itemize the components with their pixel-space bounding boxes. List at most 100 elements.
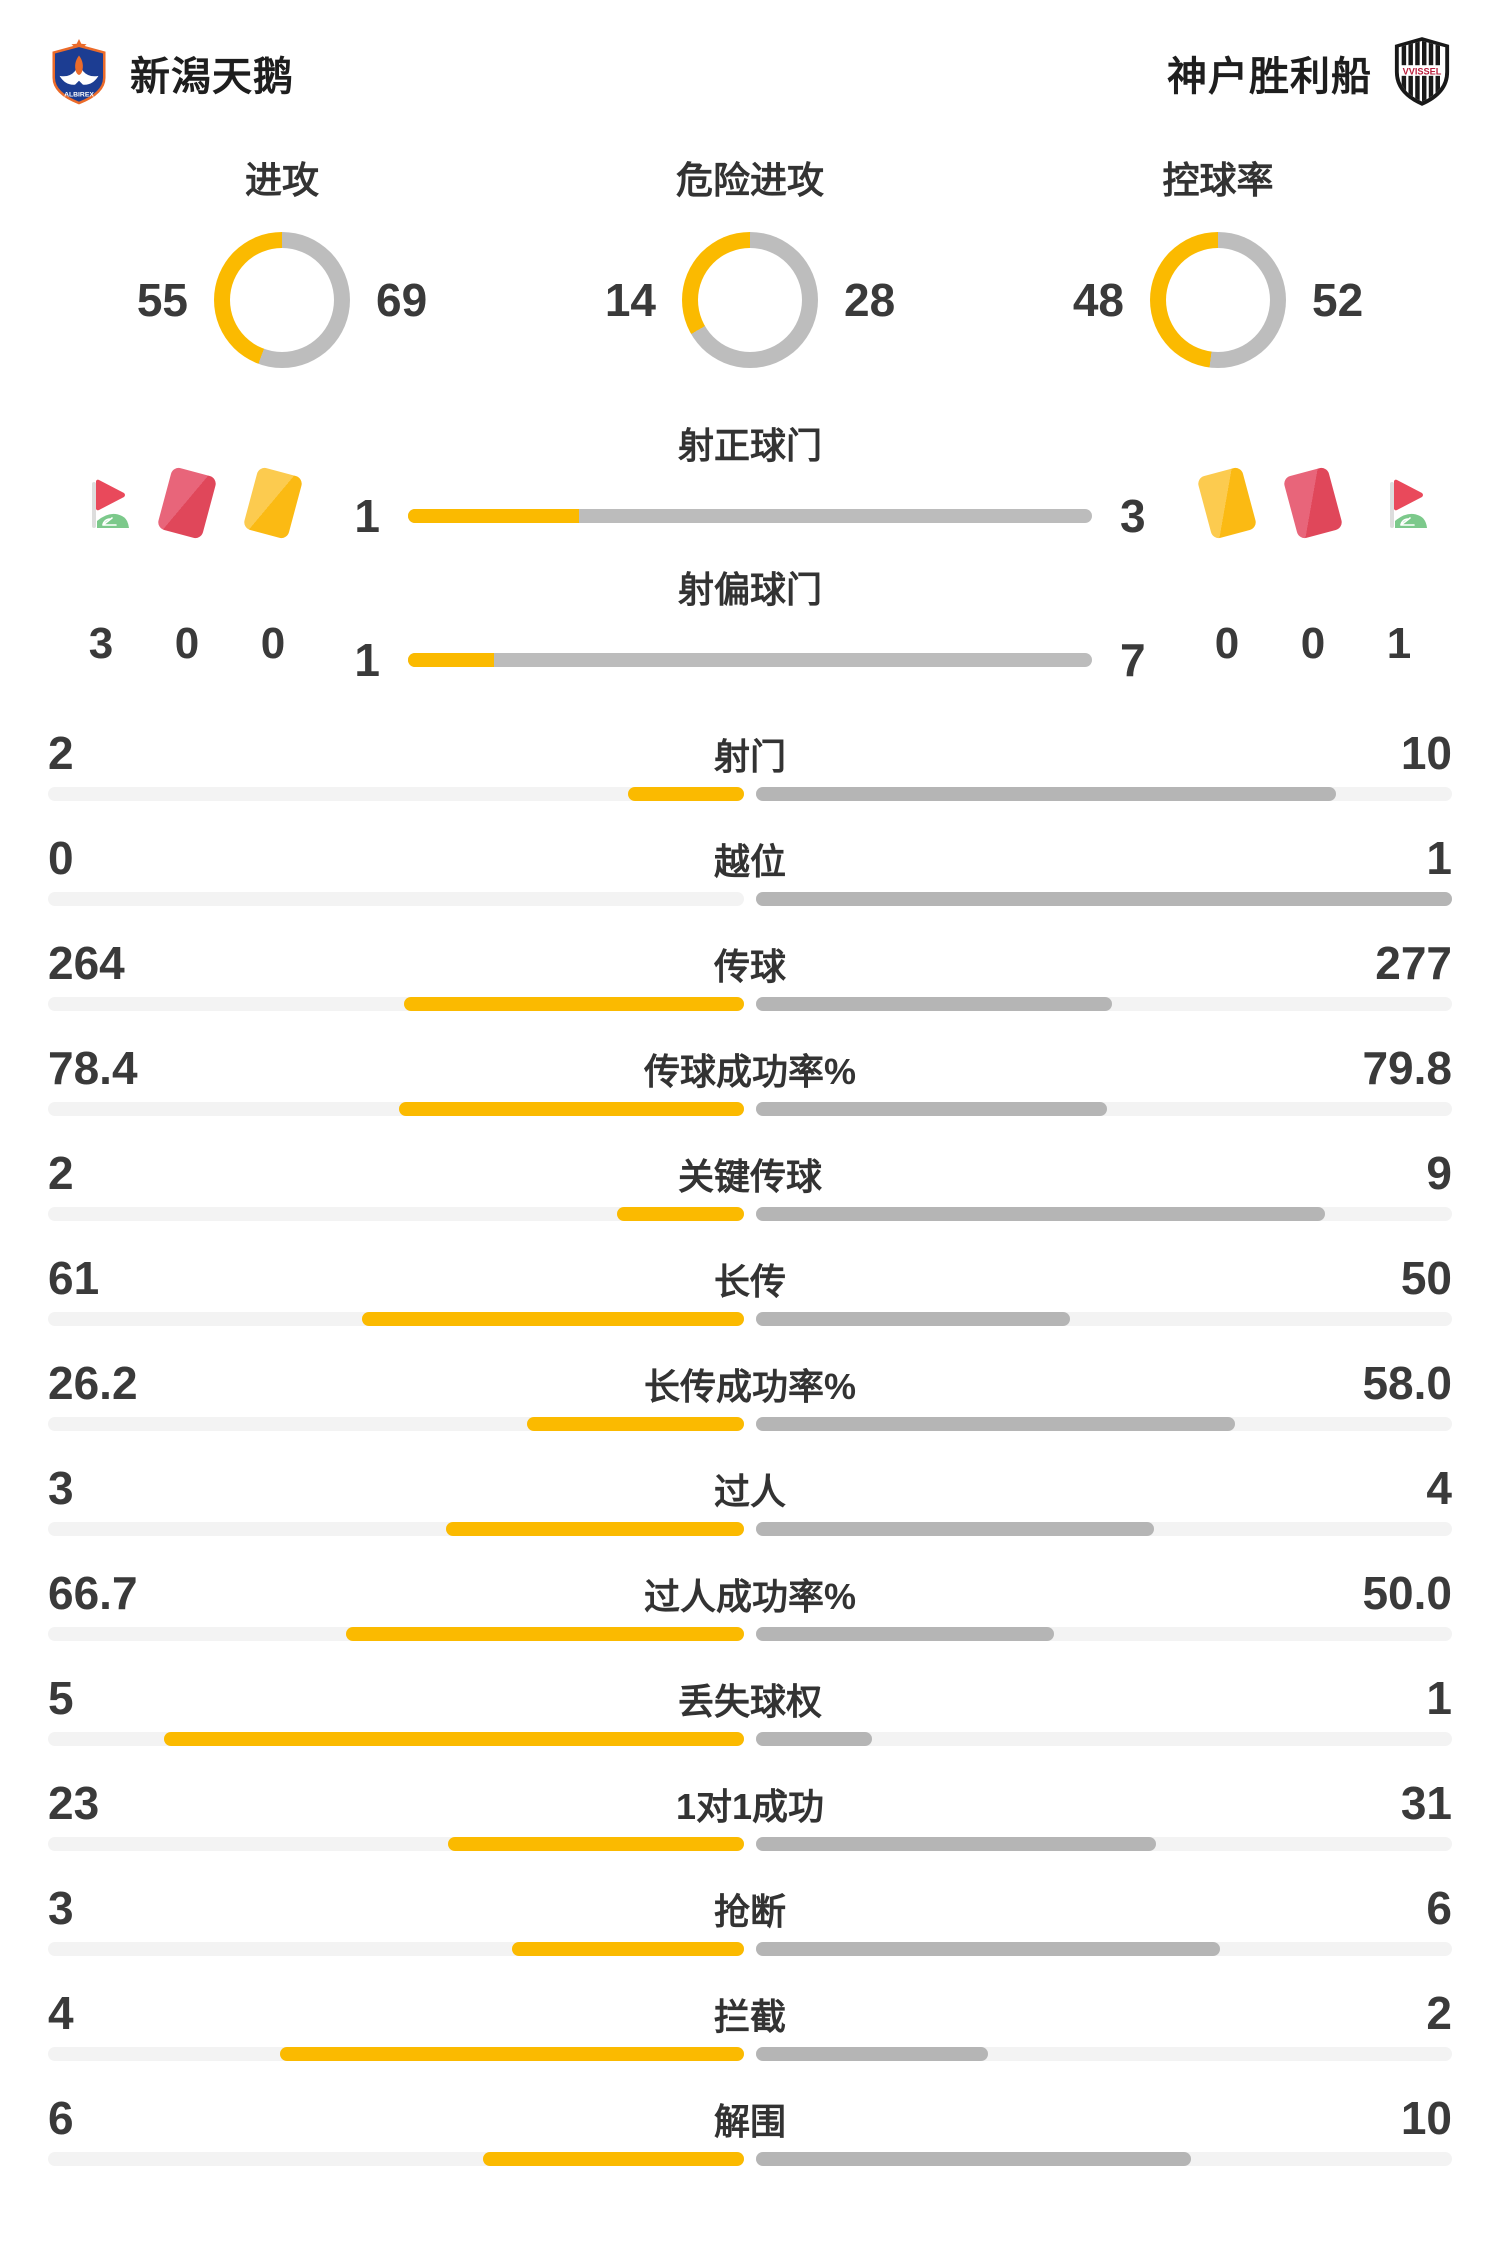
stat-away-value: 31 bbox=[1400, 1777, 1452, 1829]
stat-home-value: 6 bbox=[48, 2092, 74, 2144]
discipline-value: 3 bbox=[88, 619, 114, 668]
stat-away-value: 58.0 bbox=[1362, 1357, 1452, 1409]
stat-home-value: 26.2 bbox=[48, 1357, 138, 1409]
stat-bar-home-fill bbox=[361, 1312, 744, 1326]
stat-row-3: 264 传球 277 bbox=[48, 936, 1452, 1011]
stat-away-value: 277 bbox=[1375, 937, 1452, 989]
stat-bar-home-track bbox=[48, 1102, 744, 1116]
stat-bar-away-track bbox=[756, 1417, 1452, 1431]
stat-bar-away-fill bbox=[756, 997, 1113, 1011]
discipline-value: 0 bbox=[260, 619, 286, 668]
stat-label: 传球成功率% bbox=[643, 1051, 856, 1092]
corner-flag-icon bbox=[58, 470, 144, 536]
stat-bar-away-fill bbox=[756, 2047, 988, 2061]
stat-bar bbox=[48, 892, 1452, 906]
stat-bar bbox=[48, 1102, 1452, 1116]
stat-bar bbox=[48, 997, 1452, 1011]
stat-bar-away-track bbox=[756, 2047, 1452, 2061]
stat-bar-home-track bbox=[48, 997, 744, 1011]
stat-bar-home-track bbox=[48, 787, 744, 801]
stat-away-value: 50.0 bbox=[1362, 1567, 1452, 1619]
stat-row-8: 3 过人 4 bbox=[48, 1461, 1452, 1536]
stat-bar-home-track bbox=[48, 1207, 744, 1221]
stat-home-value: 61 bbox=[48, 1252, 100, 1304]
stat-label: 关键传球 bbox=[677, 1156, 822, 1197]
stat-bar-home-track bbox=[48, 1312, 744, 1326]
stat-row-1: 2 射门 10 bbox=[48, 726, 1452, 801]
away-team-logo: VVISSEL bbox=[1392, 35, 1452, 112]
stat-bar-away-track bbox=[756, 787, 1452, 801]
home-discipline-values: 3 0 0 bbox=[58, 620, 324, 668]
stat-bar-away-track bbox=[756, 1732, 1452, 1746]
stat-away-value: 79.8 bbox=[1362, 1042, 1452, 1094]
stat-label: 抢断 bbox=[713, 1891, 786, 1932]
stat-bar-away-track bbox=[756, 1627, 1452, 1641]
stat-bar-away-fill bbox=[756, 1207, 1326, 1221]
stat-bar-home-track bbox=[48, 2152, 744, 2166]
stat-bar-home-track bbox=[48, 1627, 744, 1641]
stat-bar-home-fill bbox=[404, 997, 744, 1011]
donut-chart bbox=[682, 232, 818, 368]
donut-label: 控球率 bbox=[1162, 160, 1274, 201]
donut-group-possession: 控球率 48 52 bbox=[984, 158, 1452, 368]
stat-label: 长传 bbox=[713, 1261, 786, 1302]
stat-row-7: 26.2 长传成功率% 58.0 bbox=[48, 1356, 1452, 1431]
stat-bar-home-track bbox=[48, 2047, 744, 2061]
stat-label: 传球 bbox=[713, 946, 786, 987]
stat-bar-away-track bbox=[756, 2152, 1452, 2166]
stat-home-value: 3 bbox=[48, 1462, 74, 1514]
stat-bar-home-track bbox=[48, 1417, 744, 1431]
stat-bar bbox=[48, 1417, 1452, 1431]
shots-bars: 射正球门 1 3 射偏球门 1 7 bbox=[324, 424, 1176, 688]
stat-bar-away-track bbox=[756, 1942, 1452, 1956]
stat-label: 过人成功率% bbox=[643, 1576, 856, 1617]
stat-home-value: 2 bbox=[48, 1147, 74, 1199]
stat-label: 过人 bbox=[713, 1471, 786, 1512]
stat-label: 越位 bbox=[713, 841, 786, 882]
stat-bar-home-track bbox=[48, 1942, 744, 1956]
donut-home-value: 14 bbox=[604, 274, 656, 326]
donut-home-value: 48 bbox=[1072, 274, 1124, 326]
stat-bar-away-track bbox=[756, 1207, 1452, 1221]
stat-home-value: 78.4 bbox=[48, 1042, 138, 1094]
stat-bar-away-fill bbox=[756, 1837, 1156, 1851]
stat-bar-home-fill bbox=[399, 1102, 744, 1116]
shots-off-target-away: 7 bbox=[1120, 634, 1146, 686]
stat-bar bbox=[48, 2152, 1452, 2166]
stat-home-value: 0 bbox=[48, 832, 74, 884]
donut-group-attacks: 进攻 55 69 bbox=[48, 158, 516, 368]
donut-away-value: 52 bbox=[1312, 274, 1364, 326]
away-discipline-icons bbox=[1176, 466, 1442, 540]
stat-away-value: 10 bbox=[1400, 727, 1452, 779]
stat-bar-home-fill bbox=[447, 1837, 744, 1851]
donut-home-value: 55 bbox=[136, 274, 188, 326]
stat-bar-away-fill bbox=[756, 1417, 1236, 1431]
donut-label: 进攻 bbox=[245, 160, 319, 201]
stat-bar-away-fill bbox=[756, 1312, 1070, 1326]
shots-off-target-home: 1 bbox=[354, 634, 380, 686]
donut-chart bbox=[214, 232, 350, 368]
stat-bar-away-fill bbox=[756, 1522, 1154, 1536]
stat-bar-away-fill bbox=[756, 1102, 1108, 1116]
shots-on-target-bar bbox=[408, 509, 1092, 523]
stat-bar-home-fill bbox=[445, 1522, 744, 1536]
home-team-name: 新潟天鹅 bbox=[130, 55, 294, 99]
stat-bar-home-track bbox=[48, 1732, 744, 1746]
stat-bar-home-fill bbox=[164, 1732, 744, 1746]
stat-bar-away-fill bbox=[756, 787, 1336, 801]
stat-row-11: 23 1对1成功 31 bbox=[48, 1776, 1452, 1851]
home-discipline-icons bbox=[58, 466, 324, 540]
stat-away-value: 2 bbox=[1426, 1987, 1452, 2039]
stat-bar-away-fill bbox=[756, 892, 1452, 906]
stat-bar-away-track bbox=[756, 1522, 1452, 1536]
donut-group-dangerous-attacks: 危险进攻 14 28 bbox=[516, 158, 984, 368]
red-card-icon bbox=[144, 466, 230, 540]
stat-bar-away-fill bbox=[756, 1627, 1055, 1641]
match-stats-page: ALBIREX 新潟天鹅 神户胜利船 bbox=[48, 35, 1452, 2166]
stat-away-value: 1 bbox=[1426, 832, 1452, 884]
stat-bar-home-fill bbox=[483, 2152, 744, 2166]
stat-bar-away-track bbox=[756, 1102, 1452, 1116]
stat-bar-away-track bbox=[756, 997, 1452, 1011]
stat-label: 1对1成功 bbox=[675, 1786, 825, 1827]
stats-list: 2 射门 10 0 越位 1 264 传球 277 78.4 传球成功率% 79.8 2 关键传球 9 61 长… bbox=[48, 726, 1452, 2166]
